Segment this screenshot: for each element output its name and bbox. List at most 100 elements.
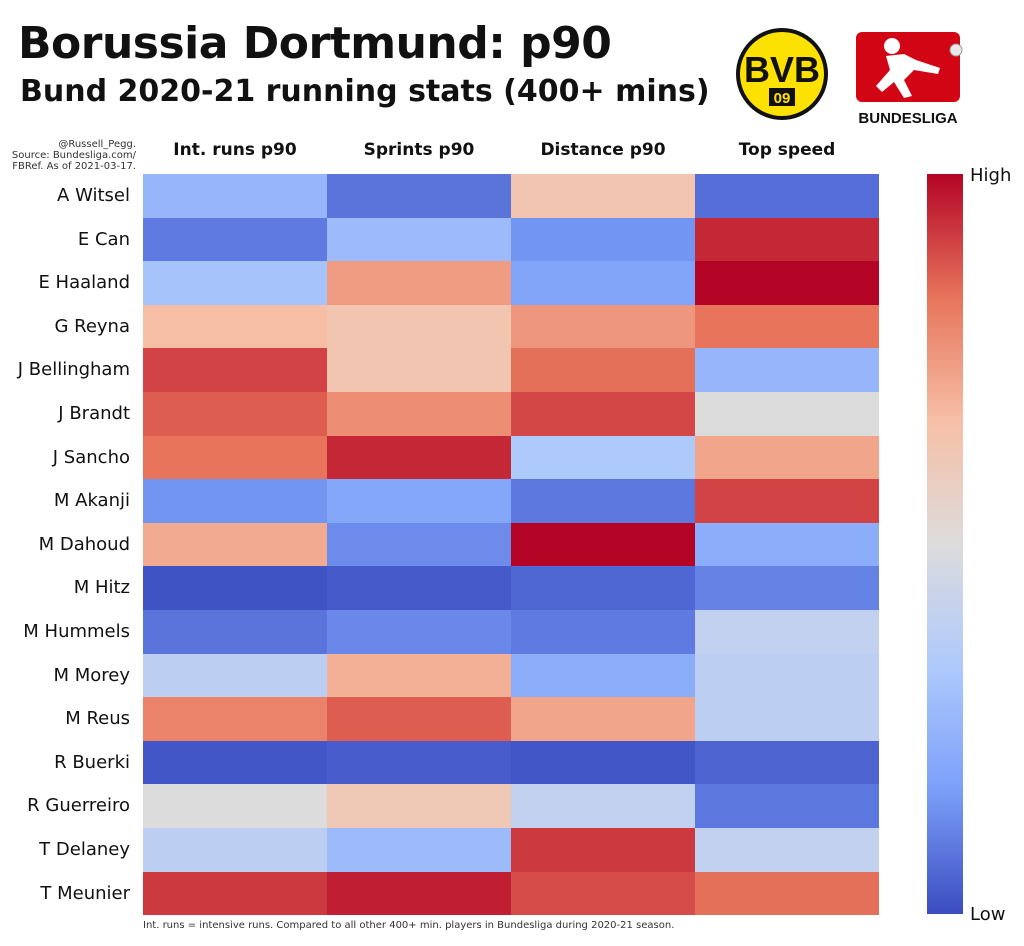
row-label: R Guerreiro — [27, 795, 130, 817]
bundesliga-text-b: LIGA — [922, 110, 958, 127]
heatmap-cell — [695, 217, 879, 262]
heatmap-cell — [143, 871, 327, 916]
heatmap-cell — [695, 304, 879, 349]
heatmap-cell — [143, 828, 327, 872]
heatmap-cell — [143, 435, 327, 480]
heatmap-cell — [511, 871, 695, 916]
bundesliga-text-a: BUNDES — [858, 110, 921, 127]
row-label: J Bellingham — [17, 359, 130, 381]
heatmap-cell — [695, 392, 879, 436]
bvb-logo-text: BVB — [744, 49, 820, 90]
heatmap-cell — [695, 261, 879, 305]
heatmap-cell — [695, 522, 879, 567]
heatmap-cell — [143, 304, 327, 349]
heatmap-cell — [695, 435, 879, 480]
heatmap-cell — [143, 522, 327, 567]
column-header: Sprints p90 — [363, 140, 475, 160]
heatmap-cell — [695, 479, 879, 523]
heatmap-cell — [511, 304, 695, 349]
row-label: M Akanji — [53, 490, 130, 512]
row-label: E Can — [77, 228, 130, 250]
heatmap-cell — [143, 348, 327, 392]
row-label: M Dahoud — [38, 533, 130, 555]
heatmap-cell — [695, 653, 879, 698]
heatmap-cell — [143, 740, 327, 785]
heatmap-cell — [511, 479, 695, 523]
heatmap-cell — [143, 217, 327, 262]
heatmap-cell — [511, 435, 695, 480]
heatmap-cell — [695, 740, 879, 785]
heatmap-cell — [327, 697, 511, 741]
heatmap-cell — [143, 697, 327, 741]
heatmap-cell — [327, 566, 511, 610]
heatmap-cell — [511, 828, 695, 872]
credit-line-3: FBRef. As of 2021-03-17. — [12, 161, 136, 172]
heatmap-cell — [143, 653, 327, 698]
heatmap-cell — [695, 566, 879, 610]
heatmap-cell — [327, 740, 511, 785]
heatmap-cell — [511, 522, 695, 567]
heatmap-cell — [695, 784, 879, 828]
row-label: E Haaland — [38, 272, 130, 294]
heatmap-cell — [327, 348, 511, 392]
column-header: Int. runs p90 — [173, 140, 297, 160]
chart-subtitle: Bund 2020-21 running stats (400+ mins) — [20, 74, 710, 109]
column-header: Distance p90 — [540, 140, 666, 160]
heatmap-cell — [327, 392, 511, 436]
heatmap-cell — [511, 784, 695, 828]
bvb-logo-year: 09 — [774, 90, 791, 107]
heatmap-cell — [511, 261, 695, 305]
heatmap-cell — [327, 174, 511, 218]
row-label: T Delaney — [39, 839, 130, 860]
heatmap-cell — [143, 610, 327, 654]
heatmap-cell — [327, 610, 511, 654]
heatmap-cell — [511, 740, 695, 785]
heatmap-cell — [511, 566, 695, 610]
row-label: G Reyna — [54, 315, 130, 337]
heatmap-cell — [511, 392, 695, 436]
heatmap-cell — [143, 479, 327, 523]
heatmap-cell — [511, 217, 695, 262]
heatmap-cell — [327, 261, 511, 305]
row-label: J Sancho — [52, 446, 130, 468]
bundesliga-logo: BUNDESLIGA — [856, 32, 963, 127]
row-label: J Brandt — [58, 403, 130, 424]
heatmap-cell — [327, 871, 511, 916]
heatmap-cell — [327, 828, 511, 872]
heatmap-cell — [143, 261, 327, 305]
heatmap-cell — [327, 479, 511, 523]
row-label: R Buerki — [54, 751, 130, 773]
heatmap-cell — [511, 697, 695, 741]
heatmap-cell — [511, 348, 695, 392]
credit-line-2: Source: Bundesliga.com/ — [11, 150, 136, 161]
bvb-logo: BVB 09 — [736, 28, 828, 120]
heatmap-cell — [511, 174, 695, 218]
chart-title: Borussia Dortmund: p90 — [18, 18, 612, 69]
row-label: M Hitz — [73, 577, 130, 599]
heatmap-cell — [695, 348, 879, 392]
svg-text:BUNDESLIGA: BUNDESLIGA — [858, 110, 957, 127]
colorbar-high-label: High — [970, 165, 1012, 186]
heatmap-cell — [143, 392, 327, 436]
colorbar — [927, 174, 963, 914]
heatmap-cell — [143, 784, 327, 828]
heatmap-cell — [695, 871, 879, 916]
heatmap-cell — [143, 566, 327, 610]
row-label: T Meunier — [40, 882, 130, 904]
row-label: M Morey — [53, 664, 130, 686]
row-label: M Reus — [65, 708, 130, 730]
row-label: M Hummels — [23, 621, 130, 642]
heatmap-cell — [327, 304, 511, 349]
heatmap-cell — [695, 174, 879, 218]
heatmap-cell — [327, 217, 511, 262]
column-header: Top speed — [738, 140, 836, 160]
heatmap-cell — [327, 653, 511, 698]
heatmap-cell — [327, 522, 511, 567]
heatmap-cell — [695, 697, 879, 741]
row-label: A Witsel — [57, 185, 130, 206]
credit-line-1: @Russell_Pegg. — [58, 139, 136, 150]
credit-block: @Russell_Pegg. Source: Bundesliga.com/ F… — [12, 139, 136, 172]
heatmap-cell — [143, 174, 327, 218]
footnote: Int. runs = intensive runs. Compared to … — [143, 920, 675, 931]
colorbar-low-label: Low — [970, 904, 1006, 925]
